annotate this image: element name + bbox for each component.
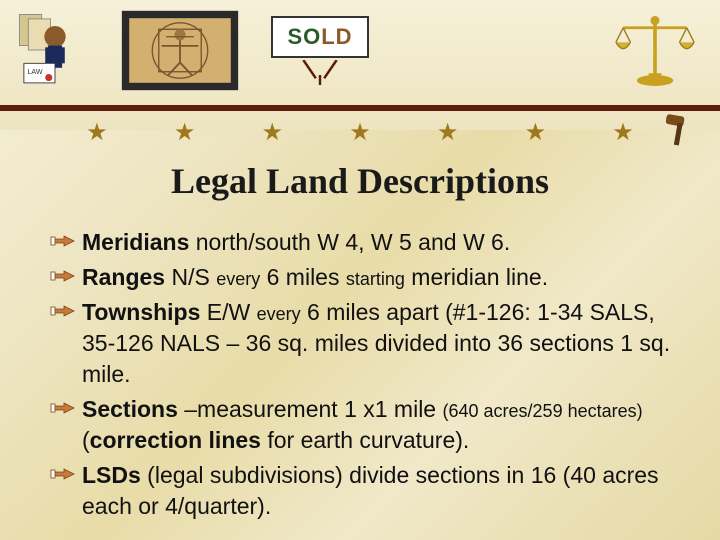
bullet-text: Sections –measurement 1 x1 mile (640 acr…: [82, 394, 680, 456]
pointing-hand-icon: [50, 266, 78, 288]
star-icon: ★: [174, 118, 196, 147]
bullet-text: Ranges N/S every 6 miles starting meridi…: [82, 262, 548, 293]
star-icon: ★: [612, 118, 634, 147]
bullet-text: Townships E/W every 6 miles apart (#1-12…: [82, 297, 680, 390]
star-icon: ★: [437, 118, 459, 147]
list-item: Sections –measurement 1 x1 mile (640 acr…: [50, 394, 680, 456]
star-icon: ★: [525, 118, 547, 147]
gavel-icon: [656, 106, 707, 164]
header-band: LAW SOLD: [0, 0, 720, 130]
lawyer-clipart: LAW: [10, 5, 100, 95]
star-icon: ★: [86, 118, 108, 147]
pointing-hand-icon: [50, 398, 78, 420]
sold-left-text: SO: [287, 24, 321, 49]
slide-title: Legal Land Descriptions: [0, 160, 720, 202]
vitruvian-framed-image: [115, 5, 245, 95]
pointing-hand-icon: [50, 464, 78, 486]
pointing-hand-icon: [50, 301, 78, 323]
star-icon: ★: [262, 118, 284, 147]
list-item: LSDs (legal subdivisions) divide section…: [50, 460, 680, 522]
header-divider-line: [0, 105, 720, 111]
list-item: Ranges N/S every 6 miles starting meridi…: [50, 262, 680, 293]
list-item: Townships E/W every 6 miles apart (#1-12…: [50, 297, 680, 390]
list-item: Meridians north/south W 4, W 5 and W 6.: [50, 227, 680, 258]
bullet-text: LSDs (legal subdivisions) divide section…: [82, 460, 680, 522]
pointing-hand-icon: [50, 231, 78, 253]
sold-right-text: LD: [321, 24, 352, 49]
stars-row: ★ ★ ★ ★ ★ ★ ★: [0, 118, 720, 147]
star-icon: ★: [349, 118, 371, 147]
svg-text:LAW: LAW: [27, 68, 42, 76]
bullet-text: Meridians north/south W 4, W 5 and W 6.: [82, 227, 510, 258]
sold-sign: SOLD: [260, 5, 380, 95]
scales-of-justice-icon: [600, 5, 710, 95]
header-images-row: LAW SOLD: [0, 0, 720, 100]
sold-box: SOLD: [271, 16, 368, 58]
content-list: Meridians north/south W 4, W 5 and W 6. …: [0, 227, 720, 522]
